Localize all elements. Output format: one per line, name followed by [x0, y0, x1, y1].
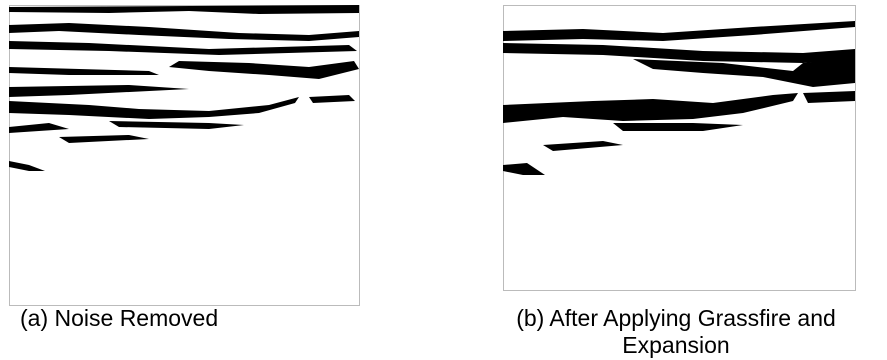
panel-a-image [9, 5, 360, 306]
caption-line: Expansion [474, 331, 878, 359]
caption-line: (b) After Applying Grassfire and [474, 304, 878, 332]
panel-b-image [503, 5, 856, 291]
caption: (a) Noise Removed [20, 304, 218, 332]
figure: (a) Noise Removed (b) After Applying Gra… [0, 0, 887, 360]
